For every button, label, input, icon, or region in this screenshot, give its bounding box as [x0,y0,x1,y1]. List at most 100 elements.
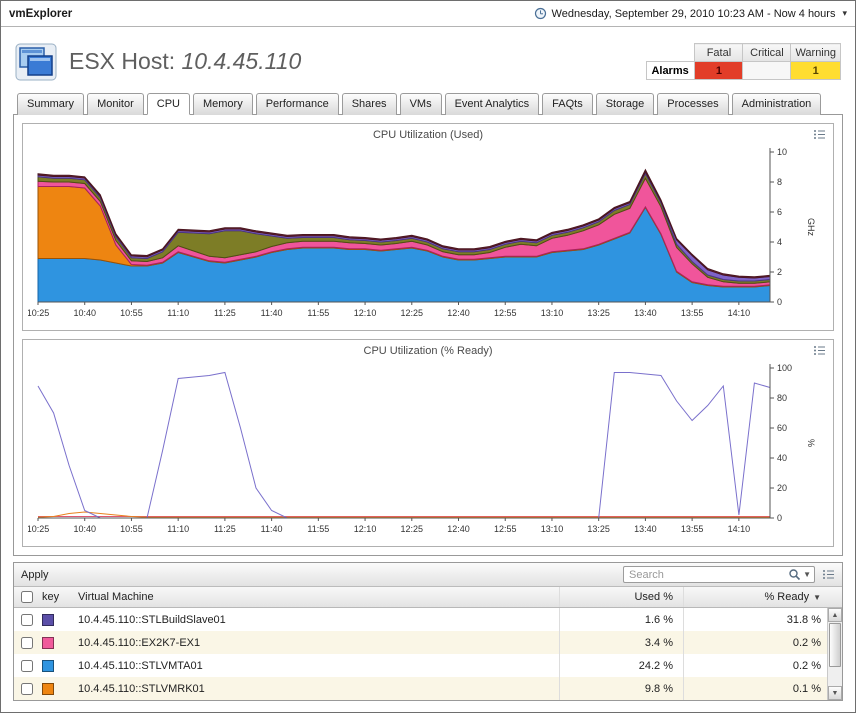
svg-text:2: 2 [777,267,782,277]
svg-text:14:10: 14:10 [728,308,751,318]
tab-cpu[interactable]: CPU [146,93,190,115]
table-row[interactable]: 10.4.45.110::EX2K7-EX1 3.4 % 0.2 % [14,631,842,654]
search-input[interactable] [624,568,789,581]
table-row[interactable]: 10.4.45.110::STLBuildSlave01 1.6 % 31.8 % [14,608,842,631]
select-all-checkbox[interactable] [21,591,33,603]
svg-text:10:25: 10:25 [28,524,49,534]
row-checkbox[interactable] [21,636,33,649]
series-color-swatch [42,659,54,672]
series-color-swatch [42,613,54,626]
cpu-used-chart[interactable]: 0 2 4 6 8 10 GHz 10:25 10:40 10:55 11:10 11:25 11:40… [28,142,828,328]
tab-storage[interactable]: Storage [595,93,655,115]
svg-text:12:10: 12:10 [354,308,377,318]
alarms-col-critical: Critical [742,43,792,62]
svg-text:10: 10 [777,147,787,157]
svg-text:11:55: 11:55 [307,308,329,318]
host-name: 10.4.45.110 [181,48,302,74]
svg-text:13:10: 13:10 [541,308,564,318]
tab-monitor[interactable]: Monitor [87,93,144,115]
fatal-alarm-count[interactable]: 1 [694,61,744,80]
svg-text:11:25: 11:25 [214,524,236,534]
used-percent: 1.6 % [559,608,683,631]
svg-text:12:40: 12:40 [447,308,470,318]
vm-name: 10.4.45.110::STLVMTA01 [78,659,203,672]
tab-performance[interactable]: Performance [255,93,339,115]
tab-administration[interactable]: Administration [731,93,822,115]
key-column-header[interactable]: key [42,591,60,603]
ready-percent: 0.2 % [683,654,827,677]
chart-menu-icon[interactable] [813,129,826,140]
warning-alarm-count[interactable]: 1 [790,61,841,80]
chart-menu-icon[interactable] [813,345,826,356]
cpu-ready-chart[interactable]: 0 20 40 60 80 100% 10:25 10:40 10:55 11:10 11:25 11… [28,358,828,544]
scroll-down-button[interactable]: ▼ [828,686,842,700]
svg-text:12:25: 12:25 [401,524,424,534]
esx-host-icon [15,43,57,80]
search-icon [789,569,801,581]
chevron-down-icon[interactable]: ▾ [842,8,847,18]
svg-text:6: 6 [777,207,782,217]
tab-faqts[interactable]: FAQts [542,93,593,115]
vm-name: 10.4.45.110::STLVMRK01 [78,682,205,695]
table-menu-icon[interactable] [822,569,835,580]
scroll-up-button[interactable]: ▲ [828,608,842,622]
page-header: ESX Host: 10.4.45.110 Fatal Critical War… [1,27,855,93]
svg-text:13:10: 13:10 [541,524,564,534]
search-button[interactable]: ▼ [788,568,814,581]
svg-text:13:25: 13:25 [587,524,610,534]
svg-text:100: 100 [777,363,792,373]
svg-text:10:55: 10:55 [120,308,143,318]
tab-vms[interactable]: VMs [399,93,442,115]
svg-text:20: 20 [777,483,787,493]
ready-column-header[interactable]: % Ready ▼ [683,587,827,607]
alarms-col-warning: Warning [790,43,841,62]
apply-button[interactable]: Apply [21,568,49,581]
row-checkbox[interactable] [21,682,33,695]
app-title: vmExplorer [9,7,73,20]
row-key-cell [40,677,76,700]
sort-desc-icon[interactable]: ▼ [813,592,821,602]
row-checkbox[interactable] [21,659,33,672]
svg-text:11:10: 11:10 [167,524,189,534]
vm-column-header[interactable]: Virtual Machine [78,591,154,603]
svg-text:10:25: 10:25 [28,308,49,318]
svg-text:14:10: 14:10 [728,524,751,534]
row-checkbox-cell [14,631,40,654]
tab-event-analytics[interactable]: Event Analytics [444,93,540,115]
critical-alarm-count[interactable] [742,61,792,80]
svg-text:10:55: 10:55 [120,524,143,534]
svg-text:8: 8 [777,177,782,187]
svg-text:11:40: 11:40 [261,524,283,534]
tab-memory[interactable]: Memory [192,93,253,115]
row-checkbox-cell [14,677,40,700]
alarms-row-label: Alarms [646,61,696,80]
svg-text:13:40: 13:40 [634,524,657,534]
svg-text:40: 40 [777,453,787,463]
cpu-used-panel: CPU Utilization (Used) 0 2 4 6 8 10 GHz 10:25 10… [22,123,834,331]
used-percent: 9.8 % [559,677,683,700]
cpu-tab-content: CPU Utilization (Used) 0 2 4 6 8 10 GHz 10:25 10… [13,114,843,556]
row-checkbox[interactable] [21,613,33,626]
select-all-cell [14,587,40,607]
svg-text:0: 0 [777,297,782,307]
used-column-header[interactable]: Used % [559,587,683,607]
search-options-icon[interactable]: ▼ [803,570,811,579]
svg-text:12:40: 12:40 [447,524,470,534]
table-row[interactable]: 10.4.45.110::STLVMRK01 9.8 % 0.1 % [14,677,842,700]
row-key-cell [40,654,76,677]
svg-text:GHz: GHz [806,218,816,237]
vertical-scrollbar[interactable]: ▲ ▼ [827,608,842,700]
tab-shares[interactable]: Shares [341,93,397,115]
alarms-col-fatal: Fatal [694,43,744,62]
page-title: ESX Host: 10.4.45.110 [69,48,302,74]
scrollbar-thumb[interactable] [829,623,841,667]
svg-text:12:55: 12:55 [494,524,517,534]
table-body: 10.4.45.110::STLBuildSlave01 1.6 % 31.8 % 1… [14,608,842,700]
tab-processes[interactable]: Processes [657,93,729,115]
vm-table-panel: Apply ▼ [13,562,843,701]
table-row[interactable]: 10.4.45.110::STLVMTA01 24.2 % 0.2 % [14,654,842,677]
time-range-selector[interactable]: Wednesday, September 29, 2010 10:23 AM -… [534,7,847,20]
series-color-swatch [42,682,54,695]
tab-summary[interactable]: Summary [17,93,85,115]
